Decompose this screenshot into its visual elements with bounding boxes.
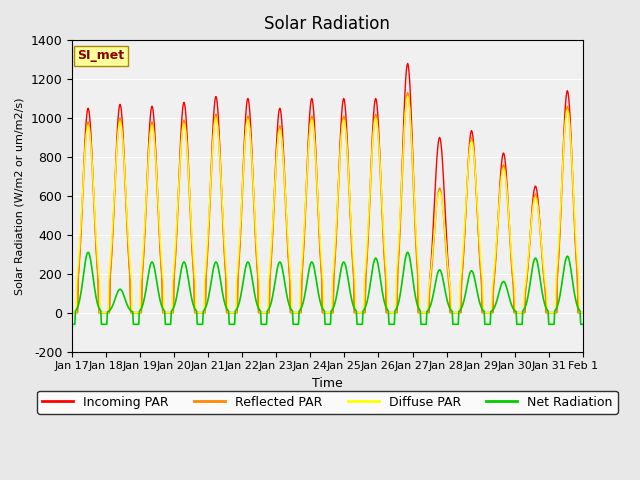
Net Radiation — [223, 305, 230, 311]
Incoming PAR — [267, 265, 275, 271]
Incoming PAR — [409, 158, 417, 164]
Diffuse PAR — [128, 310, 136, 315]
Diffuse PAR — [68, 310, 76, 315]
Diffuse PAR — [380, 230, 387, 236]
Diffuse PAR — [267, 255, 275, 261]
Line: Net Radiation: Net Radiation — [72, 252, 582, 324]
Net Radiation — [409, 277, 417, 283]
Incoming PAR — [404, 60, 412, 66]
Reflected PAR — [579, 310, 586, 315]
Reflected PAR — [248, 148, 255, 154]
Reflected PAR — [267, 269, 275, 275]
Incoming PAR — [380, 240, 387, 246]
Diffuse PAR — [248, 144, 255, 150]
Net Radiation — [268, 300, 275, 306]
Incoming PAR — [222, 273, 230, 278]
Reflected PAR — [128, 310, 136, 315]
Y-axis label: Solar Radiation (W/m2 or um/m2/s): Solar Radiation (W/m2 or um/m2/s) — [15, 97, 25, 295]
Line: Diffuse PAR: Diffuse PAR — [72, 96, 582, 312]
Net Radiation — [381, 299, 388, 305]
Title: Solar Radiation: Solar Radiation — [264, 15, 390, 33]
Diffuse PAR — [579, 310, 586, 315]
Reflected PAR — [68, 310, 76, 315]
Reflected PAR — [409, 176, 417, 182]
Reflected PAR — [222, 276, 230, 281]
Diffuse PAR — [222, 261, 230, 267]
Line: Incoming PAR: Incoming PAR — [72, 63, 582, 312]
Reflected PAR — [404, 90, 412, 96]
Diffuse PAR — [409, 164, 417, 170]
Incoming PAR — [68, 310, 76, 315]
Reflected PAR — [380, 245, 387, 251]
Incoming PAR — [248, 133, 255, 139]
Text: SI_met: SI_met — [77, 49, 124, 62]
Line: Reflected PAR: Reflected PAR — [72, 93, 582, 312]
Legend: Incoming PAR, Reflected PAR, Diffuse PAR, Net Radiation: Incoming PAR, Reflected PAR, Diffuse PAR… — [37, 391, 618, 414]
Net Radiation — [579, 322, 586, 327]
X-axis label: Time: Time — [312, 377, 343, 390]
Net Radiation — [248, 274, 256, 280]
Incoming PAR — [128, 310, 136, 315]
Incoming PAR — [579, 310, 586, 315]
Diffuse PAR — [404, 94, 412, 99]
Net Radiation — [129, 309, 136, 315]
Net Radiation — [84, 250, 92, 255]
Net Radiation — [68, 322, 76, 327]
